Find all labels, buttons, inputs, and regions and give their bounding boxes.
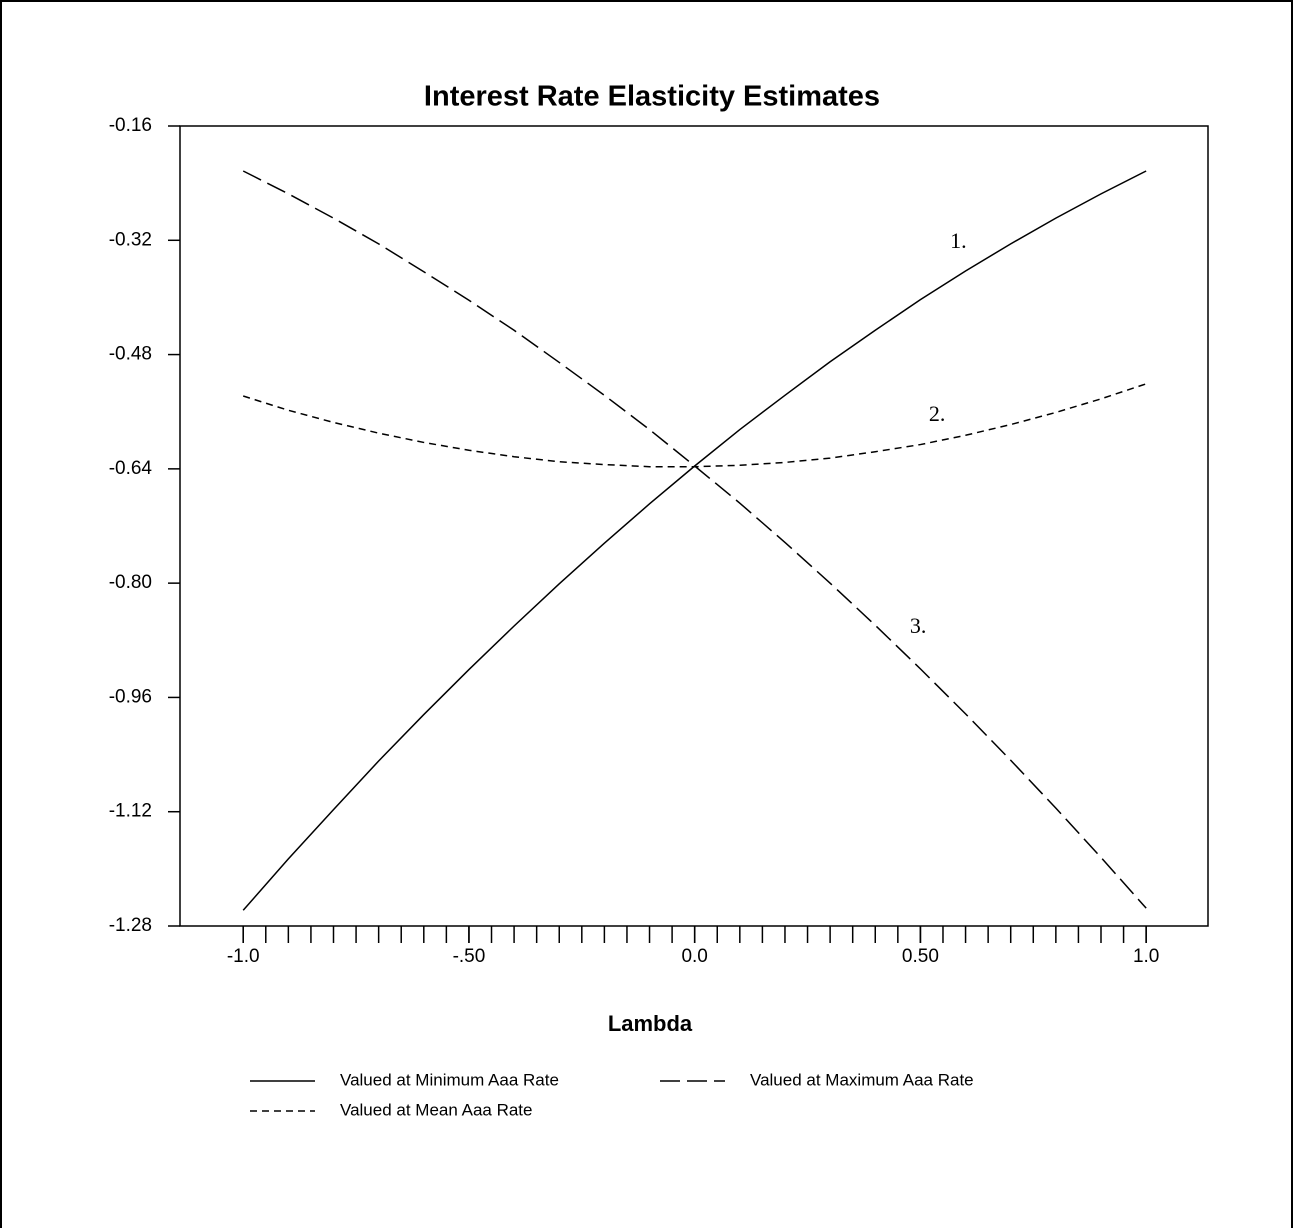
legend-label: Valued at Minimum Aaa Rate (340, 1070, 559, 1089)
y-tick-label: -0.64 (109, 458, 153, 479)
y-tick-label: -0.16 (109, 115, 152, 136)
x-axis-label: Lambda (608, 1011, 693, 1036)
y-tick-label: -0.96 (109, 686, 152, 707)
annotation: 1. (950, 228, 967, 253)
x-tick-label: 0.0 (681, 946, 707, 967)
legend-label: Valued at Mean Aaa Rate (340, 1100, 533, 1119)
annotation: 3. (910, 613, 927, 638)
x-tick-label: 0.50 (902, 946, 939, 967)
y-tick-label: -1.12 (109, 801, 152, 822)
y-tick-label: -0.48 (109, 344, 152, 365)
y-tick-label: -0.80 (109, 572, 152, 593)
series-line (242, 170, 1147, 911)
x-tick-label: 1.0 (1133, 946, 1159, 967)
y-tick-label: -0.32 (109, 229, 152, 250)
series-line (242, 383, 1147, 468)
chart-title: Interest Rate Elasticity Estimates (424, 81, 880, 113)
legend-label: Valued at Maximum Aaa Rate (750, 1070, 974, 1089)
annotation: 2. (929, 401, 946, 426)
series-line (242, 170, 1147, 909)
x-tick-label: -.50 (453, 946, 486, 967)
y-tick-label: -1.28 (109, 915, 152, 936)
x-tick-label: -1.0 (227, 946, 260, 967)
